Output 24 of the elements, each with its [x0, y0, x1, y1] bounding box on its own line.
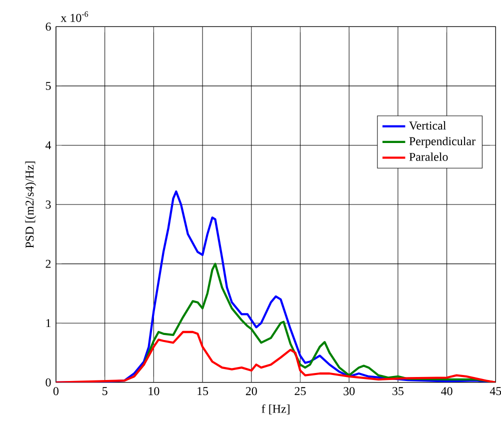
y-tick-label: 6	[46, 22, 51, 31]
x-tick-label: 25	[294, 386, 306, 395]
x-tick-label: 20	[246, 386, 257, 396]
x-tick-label: 45	[490, 386, 501, 395]
legend-label: Perpendicular	[409, 136, 476, 148]
x-axis-title: f [Hz]	[262, 404, 290, 414]
y-tick-label: 5	[46, 82, 51, 90]
x-tick-label: 30	[344, 386, 355, 396]
line-series	[56, 330, 496, 382]
x-tick-label: 40	[441, 386, 452, 396]
y-tick-label: 3	[46, 200, 51, 208]
x-tick-label: 35	[392, 386, 404, 395]
text: x 10$^{-6}$	[60, 11, 88, 22]
y-axis-title: PSD [(m2/s4)/Hz]	[25, 161, 36, 248]
y-tick-label: 1	[46, 318, 51, 327]
y-tick-label: 2	[46, 260, 51, 268]
x-tick-label: 15	[198, 386, 208, 395]
x-tick-label: 5	[102, 386, 108, 395]
x-tick-label: 0	[53, 386, 59, 396]
y-tick-label: 4	[45, 141, 52, 150]
y-tick-label: 0	[46, 378, 51, 386]
legend-label: Vertical	[409, 121, 446, 130]
x-tick-label: 10	[148, 386, 160, 396]
legend-label: Paralelo	[409, 152, 448, 161]
